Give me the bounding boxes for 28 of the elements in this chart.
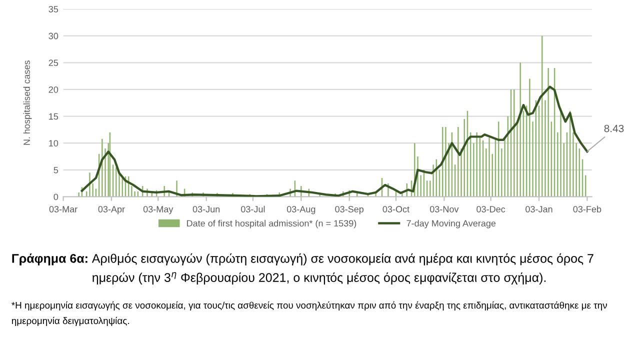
x-tick-label: 03-Oct xyxy=(382,206,410,212)
text: *Η ημερομηνία εισαγωγής σε νοσοκομεία, για τους/τις ασθενείς που νοσηλεύτηκαν πριν από την έναρξη της επιδημίας, αντικαταστάθηκε με την ημερομηνία δειγματοληψίας. xyxy=(12,301,607,326)
legend-label: 7-day Moving Average xyxy=(406,220,496,228)
y-tick-label: 10 xyxy=(49,140,58,146)
text: Αριθμός εισαγωγών (πρώτη εισαγωγή) σε νοσοκομεία ανά ημέρα και κινητός μέσος όρος 7 ημερών (την 3$^{η}$ Φεβρουαρίου 2021, ο κινητός μέσος όρος εμφανίζεται στο σχήμα). xyxy=(92,253,594,284)
legend-label: Date of first hospital admission* (n = 1539) xyxy=(187,220,356,228)
y-tick-label: 30 xyxy=(48,32,58,40)
text: Γράφημα 6α: xyxy=(12,254,88,266)
y-tick-label: 0 xyxy=(54,194,58,200)
x-tick-label: 03-Sep xyxy=(335,206,364,214)
x-tick-label: 03-Feb xyxy=(573,206,602,212)
annotation: 8.43 xyxy=(604,124,624,132)
x-tick-label: 03-Dec xyxy=(476,206,506,212)
y-tick-label: 25 xyxy=(48,60,58,66)
x-tick-label: 03-Jun xyxy=(192,206,220,212)
x-tick-label: 03-Apr xyxy=(98,206,125,214)
y-tick-label: 35 xyxy=(48,6,58,12)
y-tick-label: 5 xyxy=(54,166,58,174)
y-tick-label: 15 xyxy=(49,113,58,120)
x-tick-label: 03-May xyxy=(143,206,174,214)
x-tick-label: 03-Jan xyxy=(526,206,552,212)
line-series xyxy=(80,86,588,197)
x-tick-label: 03-Mar xyxy=(49,206,78,212)
y-axis-title: N. hospitalised cases xyxy=(23,60,32,145)
y-tick-label: 20 xyxy=(48,86,58,93)
x-tick-label: 03-Nov xyxy=(430,206,459,212)
x-tick-label: 03-Jul xyxy=(241,206,265,212)
x-tick-label: 03-Aug xyxy=(286,206,316,214)
